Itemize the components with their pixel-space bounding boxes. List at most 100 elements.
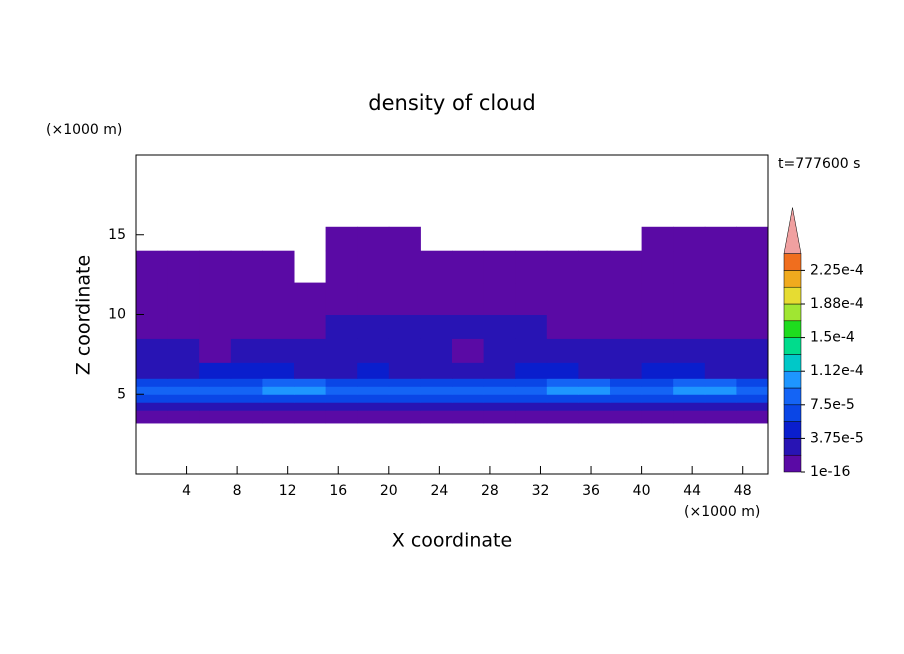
y-unit: (×1000 m) [46, 122, 122, 138]
contour-cell [262, 338, 295, 363]
contour-cell [420, 402, 453, 411]
contour-cell [325, 386, 358, 395]
time-label: t=777600 s [778, 156, 860, 172]
contour-cell [388, 362, 421, 379]
contour-cell [357, 386, 390, 395]
contour-cell [704, 226, 737, 252]
contour-cell [483, 314, 516, 339]
contour-cell [136, 338, 169, 363]
contour-cell [136, 410, 169, 424]
contour-cell [673, 386, 706, 395]
colorbar-band [783, 337, 802, 355]
contour-cell [736, 226, 769, 252]
contour-cell [483, 378, 516, 387]
contour-cell [388, 394, 421, 403]
contour-cell [325, 378, 358, 387]
contour-cell [167, 378, 200, 387]
contour-cell [483, 362, 516, 379]
contour-cell [641, 410, 674, 424]
contour-cell [673, 378, 706, 387]
contour-cell [546, 338, 579, 363]
contour-cell [704, 250, 737, 284]
contour-cell [199, 410, 232, 424]
contour-cell [294, 378, 327, 387]
contour-cell [641, 402, 674, 411]
contour-cell [610, 282, 643, 315]
colorbar-tick-label: 1e-16 [810, 464, 850, 480]
x-tick-label: 12 [279, 483, 297, 499]
contour-cell [262, 394, 295, 403]
contour-cell [262, 378, 295, 387]
contour-cell [736, 250, 769, 284]
contour-cell [199, 378, 232, 387]
colorbar-tick-label: 1.88e-4 [810, 296, 864, 312]
colorbar-tick-label: 2.25e-4 [810, 262, 864, 278]
contour-cell [230, 402, 263, 411]
colorbar-band [783, 320, 802, 338]
contour-cell [483, 410, 516, 424]
contour-cell [704, 410, 737, 424]
contour-cell [546, 386, 579, 395]
contour-cell [736, 362, 769, 379]
contour-cell [736, 378, 769, 387]
colorbar-band [783, 253, 802, 271]
x-tick-label: 4 [182, 483, 191, 499]
contour-cell [388, 314, 421, 339]
contour-cell [452, 338, 485, 363]
contour-cell [357, 378, 390, 387]
contour-cell [641, 378, 674, 387]
contour-cell [167, 402, 200, 411]
contour-cell [325, 394, 358, 403]
contour-cell [420, 314, 453, 339]
contour-cell [610, 386, 643, 395]
contour-cell [325, 250, 358, 284]
y-tick-label: 5 [117, 386, 126, 402]
contour-cell [483, 338, 516, 363]
contour-cell [641, 362, 674, 379]
contour-cell [325, 362, 358, 379]
contour-cell [452, 250, 485, 284]
contour-cell [483, 282, 516, 315]
contour-cell [673, 394, 706, 403]
contour-cell [546, 378, 579, 387]
contour-cell [357, 402, 390, 411]
x-axis-label: X coordinate [392, 530, 512, 552]
colorbar-tick-label: 1.12e-4 [810, 363, 864, 379]
contour-cell [199, 314, 232, 339]
colorbar-band [783, 438, 802, 456]
contour-cell [641, 338, 674, 363]
contour-cell [199, 394, 232, 403]
colorbar-band [783, 286, 802, 305]
contour-cell [610, 250, 643, 284]
contour-cell [294, 386, 327, 395]
contour-cell [230, 338, 263, 363]
x-tick-label: 24 [430, 483, 448, 499]
contour-cell [136, 386, 169, 395]
contour-cell [230, 386, 263, 395]
contour-cell [262, 362, 295, 379]
contour-cell [704, 378, 737, 387]
contour-cell [199, 250, 232, 284]
contour-cell [388, 386, 421, 395]
contour-cell [546, 282, 579, 315]
contour-cell [294, 282, 327, 315]
contour-cell [641, 394, 674, 403]
contour-cell [673, 338, 706, 363]
contour-cell [136, 394, 169, 403]
contour-cell [230, 378, 263, 387]
contour-cell [546, 402, 579, 411]
contour-cell [578, 378, 611, 387]
contour-cell [673, 282, 706, 315]
contour-cell [610, 362, 643, 379]
contour-cell [294, 314, 327, 339]
colorbar-band [783, 454, 802, 473]
contour-cell [357, 226, 390, 252]
contour-cell [167, 338, 200, 363]
colorbar-band [783, 303, 802, 322]
contour-cell [199, 362, 232, 379]
contour-cell [230, 250, 263, 284]
contour-cell [736, 410, 769, 424]
contour-cell [641, 282, 674, 315]
contour-cell [420, 378, 453, 387]
contour-cell [578, 386, 611, 395]
